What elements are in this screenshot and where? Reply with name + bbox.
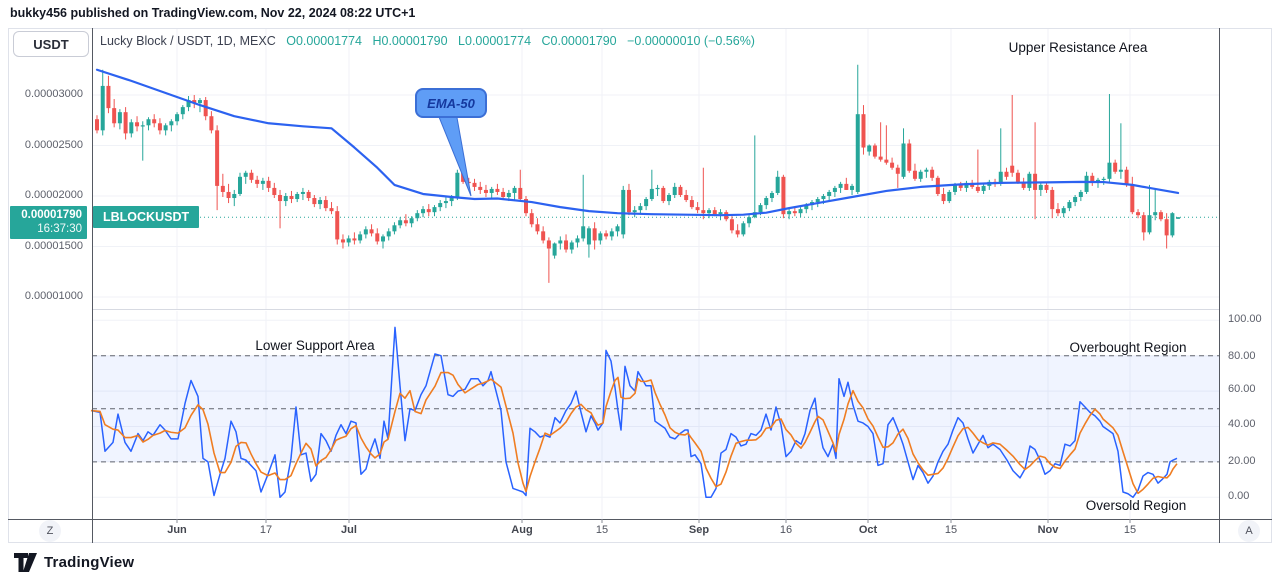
stoch-axis-label: 100.00 <box>1228 313 1262 325</box>
legend-close: C0.00001790 <box>541 34 617 48</box>
time-axis-tick: Jul <box>341 524 357 536</box>
symbol-price-label: LBLOCKUSDT <box>93 206 200 228</box>
price-axis-label: 0.00002000 <box>24 189 83 201</box>
stoch-axis-label: 0.00 <box>1228 490 1250 502</box>
scroll-left-button[interactable]: Z <box>39 520 61 542</box>
stoch-axis-label: 40.00 <box>1228 418 1256 430</box>
tradingview-brand-text: TradingView <box>44 554 135 571</box>
time-axis-tick: 17 <box>259 524 273 536</box>
chart-legend: Lucky Block / USDT, 1D, MEXC O0.00001774… <box>100 34 755 48</box>
footer-brand[interactable]: TradingView <box>14 553 134 572</box>
price-axis-label: 0.00001500 <box>24 240 83 252</box>
time-axis-tick: 15 <box>944 524 958 536</box>
time-axis-tick: Oct <box>858 524 878 536</box>
time-axis-tick: Jun <box>167 524 187 536</box>
oversold-region-label: Oversold Region <box>1085 498 1187 513</box>
time-axis-tick: 16 <box>779 524 793 536</box>
legend-change: −0.00000010 (−0.56%) <box>627 34 755 48</box>
tradingview-logo-icon <box>14 553 37 572</box>
time-axis-tick: Sep <box>688 524 710 536</box>
go-to-latest-button[interactable]: A <box>1238 520 1260 542</box>
bar-countdown: 16:37:30 <box>37 223 82 235</box>
stoch-axis-label: 80.00 <box>1228 350 1256 362</box>
stoch-axis-label: 60.00 <box>1228 383 1256 395</box>
legend-low: L0.00001774 <box>458 34 532 48</box>
time-axis-tick: 15 <box>1123 524 1137 536</box>
lower-support-label: Lower Support Area <box>255 338 375 353</box>
ema50-callout[interactable]: EMA-50 <box>415 88 487 118</box>
legend-open: O0.00001774 <box>286 34 362 48</box>
upper-resistance-label: Upper Resistance Area <box>1008 40 1148 55</box>
time-axis-tick: 15 <box>595 524 609 536</box>
time-axis-tick: Nov <box>1037 524 1059 536</box>
price-axis-label: 0.00001000 <box>24 290 83 302</box>
overbought-region-label: Overbought Region <box>1069 340 1187 355</box>
current-price-badge: 0.00001790 16:37:30 <box>10 206 87 239</box>
current-price-value: 0.00001790 <box>21 209 82 221</box>
legend-high: H0.00001790 <box>372 34 448 48</box>
price-axis-label: 0.00002500 <box>24 139 83 151</box>
price-axis-label: 0.00003000 <box>24 88 83 100</box>
stoch-axis-label: 20.00 <box>1228 455 1256 467</box>
publisher-line: bukky456 published on TradingView.com, N… <box>10 6 416 20</box>
symbol-button[interactable]: USDT <box>13 31 89 57</box>
time-axis-tick: Aug <box>511 524 533 536</box>
legend-title: Lucky Block / USDT, 1D, MEXC <box>100 34 276 48</box>
